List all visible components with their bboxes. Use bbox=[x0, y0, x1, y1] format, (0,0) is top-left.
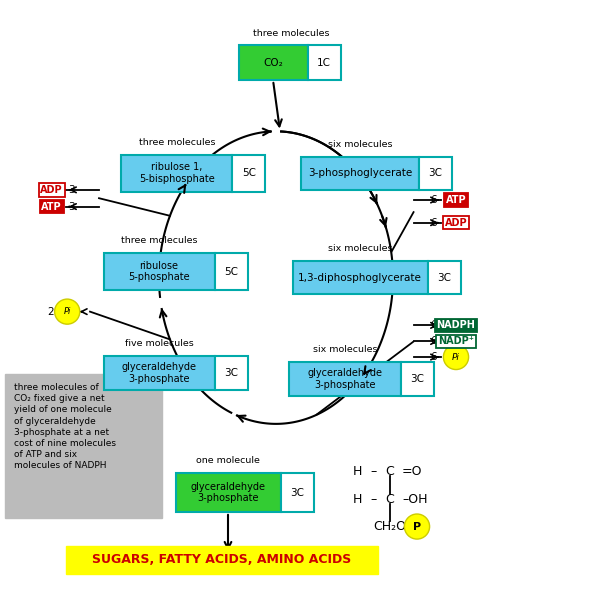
Text: CO₂: CO₂ bbox=[263, 58, 283, 67]
Text: C: C bbox=[386, 493, 394, 506]
Text: 1,3-diphosphoglycerate: 1,3-diphosphoglycerate bbox=[298, 273, 422, 282]
Text: 5C: 5C bbox=[242, 168, 256, 178]
Text: 3C: 3C bbox=[437, 273, 451, 282]
Text: 6: 6 bbox=[430, 195, 437, 205]
Text: 3-phosphoglycerate: 3-phosphoglycerate bbox=[308, 168, 412, 178]
FancyBboxPatch shape bbox=[215, 253, 248, 290]
Text: six molecules: six molecules bbox=[328, 244, 392, 253]
FancyBboxPatch shape bbox=[281, 473, 314, 512]
Text: CH₂O: CH₂O bbox=[373, 520, 407, 533]
Text: C: C bbox=[386, 465, 394, 478]
FancyBboxPatch shape bbox=[427, 261, 461, 294]
FancyBboxPatch shape bbox=[293, 261, 427, 294]
Text: ribulose
5-phosphate: ribulose 5-phosphate bbox=[128, 261, 190, 282]
Text: ADP: ADP bbox=[445, 218, 467, 227]
Text: ATP: ATP bbox=[41, 202, 62, 211]
Text: three molecules: three molecules bbox=[121, 236, 197, 245]
Text: H: H bbox=[352, 493, 362, 506]
FancyBboxPatch shape bbox=[66, 546, 378, 574]
Text: 2: 2 bbox=[47, 307, 54, 316]
Text: 6: 6 bbox=[430, 218, 437, 227]
Text: 3C: 3C bbox=[428, 168, 442, 178]
Text: ATP: ATP bbox=[446, 195, 466, 205]
Text: 3C: 3C bbox=[410, 374, 424, 384]
Text: 6: 6 bbox=[430, 352, 437, 362]
Text: glyceraldehyde
3-phosphate: glyceraldehyde 3-phosphate bbox=[121, 362, 197, 384]
Text: SUGARS, FATTY ACIDS, AMINO ACIDS: SUGARS, FATTY ACIDS, AMINO ACIDS bbox=[92, 553, 352, 567]
Text: =O: =O bbox=[402, 465, 422, 478]
FancyBboxPatch shape bbox=[289, 362, 401, 396]
Text: 1C: 1C bbox=[317, 58, 331, 67]
Text: three molecules of
CO₂ fixed give a net
yield of one molecule
of glyceraldehyde
: three molecules of CO₂ fixed give a net … bbox=[14, 383, 116, 470]
Text: H: H bbox=[352, 465, 362, 478]
FancyBboxPatch shape bbox=[121, 155, 232, 192]
Text: three molecules: three molecules bbox=[139, 138, 215, 147]
Text: NADP⁺: NADP⁺ bbox=[438, 337, 474, 346]
Text: Pi: Pi bbox=[452, 352, 460, 362]
Text: –OH: –OH bbox=[402, 493, 427, 506]
FancyBboxPatch shape bbox=[104, 253, 215, 290]
Text: 3: 3 bbox=[68, 202, 74, 211]
Text: –: – bbox=[371, 493, 377, 506]
Text: six molecules: six molecules bbox=[328, 140, 392, 149]
Text: 6: 6 bbox=[430, 321, 437, 330]
Circle shape bbox=[55, 299, 80, 324]
FancyBboxPatch shape bbox=[5, 374, 162, 518]
Text: 3C: 3C bbox=[290, 488, 304, 497]
Text: NADPH: NADPH bbox=[437, 321, 475, 330]
Text: 5C: 5C bbox=[224, 267, 238, 276]
Text: three molecules: three molecules bbox=[253, 29, 329, 38]
Text: ribulose 1,
5-bisphosphate: ribulose 1, 5-bisphosphate bbox=[139, 162, 215, 184]
Circle shape bbox=[443, 344, 469, 370]
Text: one molecule: one molecule bbox=[196, 456, 260, 466]
Text: 3: 3 bbox=[68, 185, 74, 195]
Text: five molecules: five molecules bbox=[125, 339, 193, 348]
FancyBboxPatch shape bbox=[401, 362, 433, 396]
FancyBboxPatch shape bbox=[215, 356, 248, 390]
FancyBboxPatch shape bbox=[232, 155, 265, 192]
Text: glyceraldehyde
3-phosphate: glyceraldehyde 3-phosphate bbox=[308, 368, 383, 390]
Text: –: – bbox=[371, 465, 377, 478]
FancyBboxPatch shape bbox=[301, 156, 419, 190]
Circle shape bbox=[404, 514, 430, 539]
FancyBboxPatch shape bbox=[308, 45, 341, 80]
FancyBboxPatch shape bbox=[239, 45, 308, 80]
Text: glyceraldehyde
3-phosphate: glyceraldehyde 3-phosphate bbox=[191, 482, 265, 503]
Text: 6: 6 bbox=[430, 337, 437, 346]
Text: six molecules: six molecules bbox=[313, 345, 377, 354]
FancyBboxPatch shape bbox=[104, 356, 215, 390]
Text: P: P bbox=[413, 522, 421, 531]
FancyBboxPatch shape bbox=[176, 473, 281, 512]
Text: Pi: Pi bbox=[64, 307, 71, 316]
Text: 3C: 3C bbox=[224, 368, 238, 378]
Text: ADP: ADP bbox=[40, 185, 63, 195]
FancyBboxPatch shape bbox=[419, 156, 452, 190]
